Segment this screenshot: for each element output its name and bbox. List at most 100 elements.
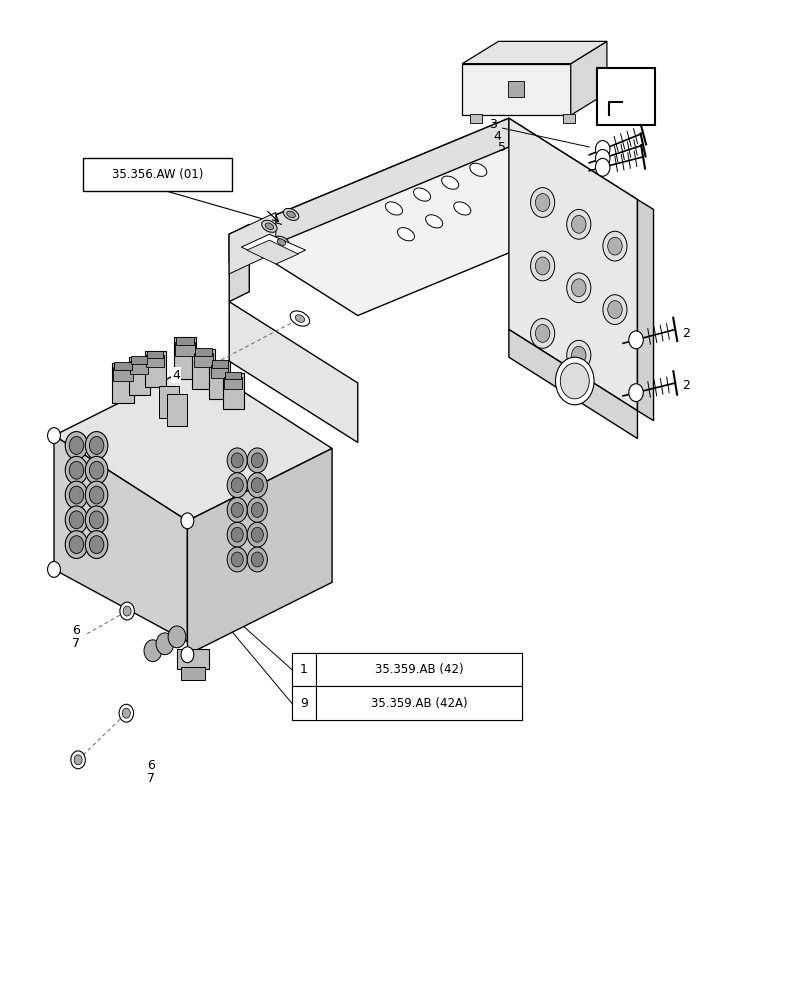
Ellipse shape [470,163,487,176]
Ellipse shape [156,633,174,655]
Ellipse shape [227,498,247,522]
Ellipse shape [144,640,161,662]
Ellipse shape [231,502,243,517]
Ellipse shape [261,220,277,232]
Ellipse shape [251,502,263,517]
Ellipse shape [65,481,88,509]
Text: 4: 4 [172,369,180,382]
Bar [315,653,521,686]
Ellipse shape [560,363,589,399]
Ellipse shape [231,453,243,468]
Bar [167,394,187,426]
Bar [291,653,521,686]
Ellipse shape [85,506,108,534]
Ellipse shape [89,536,104,554]
Ellipse shape [247,547,267,572]
Ellipse shape [441,176,458,189]
Bar [83,158,231,191]
Ellipse shape [594,141,609,158]
Bar [192,349,214,389]
Bar [177,649,209,669]
Bar [147,351,163,358]
Polygon shape [241,234,305,263]
Bar [211,360,227,368]
Ellipse shape [65,531,88,559]
Text: 7: 7 [147,772,155,785]
Bar [562,114,574,123]
Ellipse shape [74,755,82,765]
Ellipse shape [227,522,247,547]
Text: 2: 2 [681,379,689,392]
Ellipse shape [251,453,263,468]
Ellipse shape [602,295,626,324]
Ellipse shape [607,237,621,255]
Ellipse shape [69,536,84,554]
Text: 6: 6 [147,759,155,772]
Ellipse shape [65,432,88,459]
Bar [176,337,194,345]
Ellipse shape [123,606,131,616]
Polygon shape [508,329,637,439]
Ellipse shape [227,547,247,572]
Ellipse shape [65,506,88,534]
Ellipse shape [168,626,186,648]
Bar [175,342,195,356]
Ellipse shape [85,432,108,459]
Bar [470,114,482,123]
Bar [222,373,243,409]
Bar [159,386,178,418]
Ellipse shape [453,202,470,215]
Ellipse shape [628,331,642,349]
Ellipse shape [85,531,108,559]
Ellipse shape [594,158,609,176]
Ellipse shape [89,461,104,479]
Text: 35.356.AW (01): 35.356.AW (01) [111,168,203,181]
Ellipse shape [227,448,247,473]
Polygon shape [229,224,249,302]
Polygon shape [637,200,653,421]
Polygon shape [247,240,298,264]
Ellipse shape [425,215,442,228]
Text: 35.359.AB (42A): 35.359.AB (42A) [370,697,466,710]
Ellipse shape [413,188,430,201]
Text: 2: 2 [681,327,689,340]
Ellipse shape [69,486,84,504]
Ellipse shape [295,315,304,322]
Ellipse shape [89,511,104,529]
Ellipse shape [283,208,298,220]
Bar [209,361,230,399]
Ellipse shape [71,751,85,769]
Bar [146,355,164,367]
Text: 4: 4 [493,130,501,143]
Ellipse shape [119,704,133,722]
Ellipse shape [607,301,621,319]
Ellipse shape [247,498,267,522]
Bar [194,353,212,367]
Polygon shape [229,118,508,263]
Ellipse shape [534,324,549,342]
Bar [224,377,242,389]
Ellipse shape [251,478,263,493]
Bar [114,367,132,381]
Bar [597,68,654,125]
Polygon shape [229,212,276,274]
Ellipse shape [69,461,84,479]
Ellipse shape [231,478,243,493]
Ellipse shape [566,273,590,303]
Polygon shape [229,302,358,442]
Polygon shape [570,41,606,115]
Ellipse shape [227,473,247,498]
Text: 9: 9 [299,697,307,710]
Ellipse shape [231,527,243,542]
Text: 8: 8 [634,67,642,80]
Text: 6: 6 [72,624,80,637]
Ellipse shape [530,251,554,281]
Ellipse shape [264,223,273,230]
Ellipse shape [181,513,194,529]
Ellipse shape [89,486,104,504]
Ellipse shape [555,357,594,405]
Ellipse shape [628,384,642,402]
Bar [291,653,315,686]
Ellipse shape [571,346,586,364]
Ellipse shape [120,602,134,620]
